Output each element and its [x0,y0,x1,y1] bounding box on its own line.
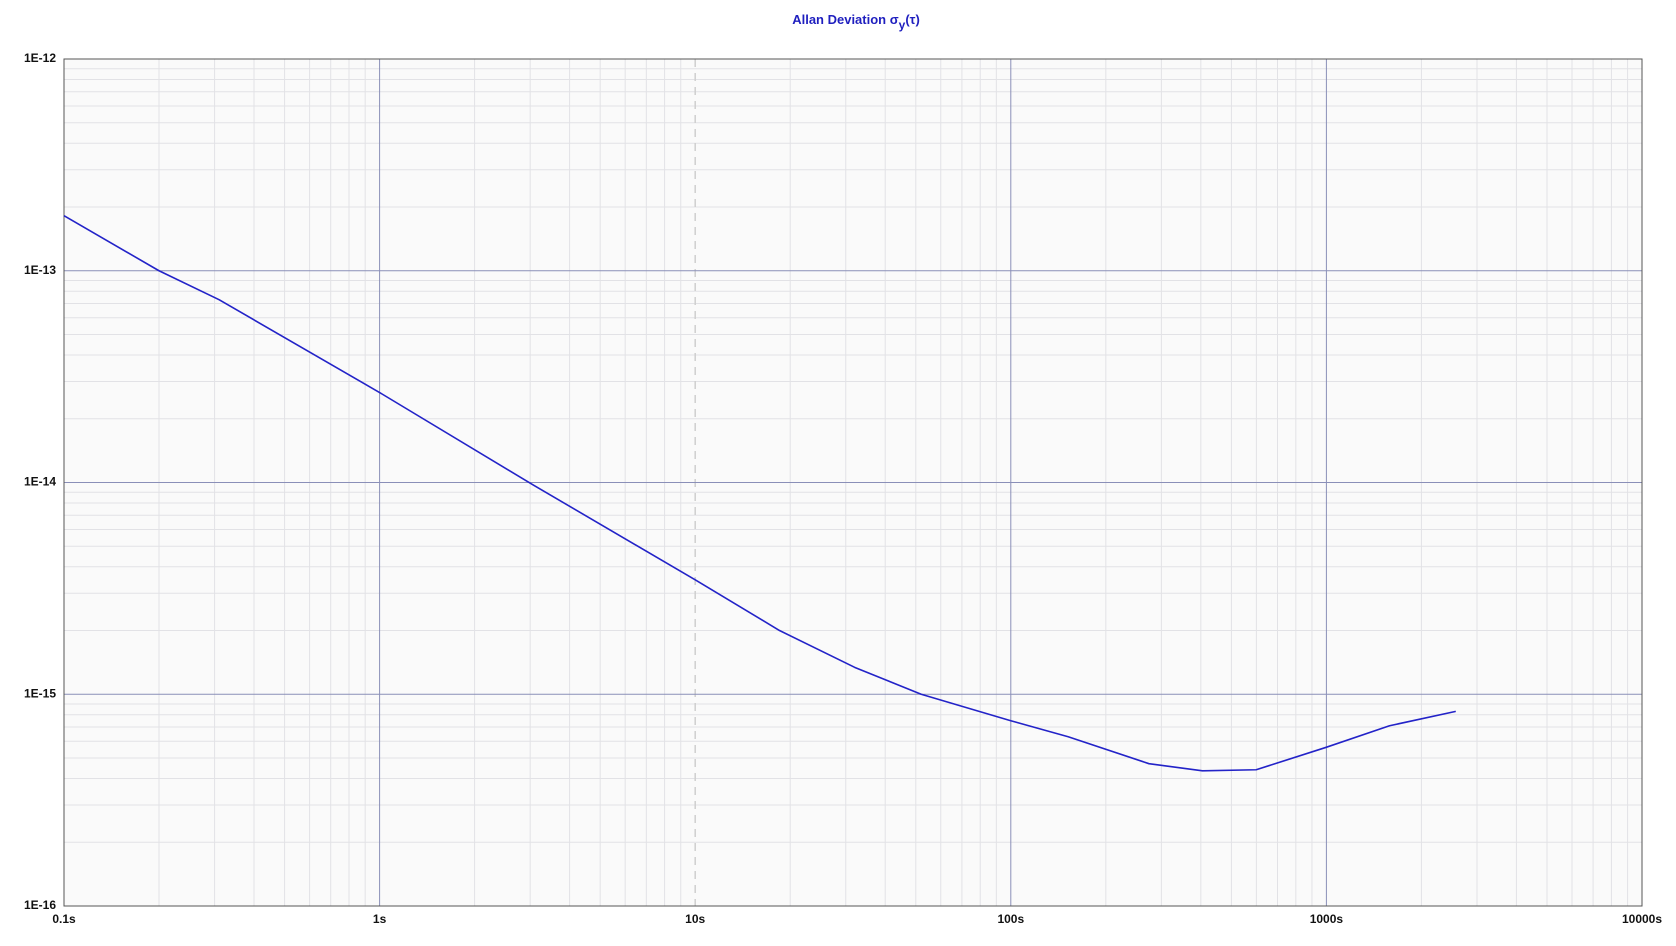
x-tick-label: 1s [373,912,387,926]
chart-title: Allan Deviation σy(τ) [792,12,920,32]
y-tick-label: 1E-15 [24,686,56,700]
title-main: Allan Deviation σ [792,12,899,27]
x-tick-label: 10s [685,912,705,926]
y-tick-label: 1E-12 [24,51,56,65]
x-tick-label: 0.1s [52,912,76,926]
y-tick-label: 1E-14 [24,475,56,489]
plot-frame [63,58,1643,907]
x-tick-label: 100s [997,912,1024,926]
y-tick-label: 1E-16 [24,898,56,912]
x-tick-label: 1000s [1310,912,1344,926]
title-suffix: (τ) [905,12,919,27]
data-line [63,214,1456,772]
title-subscript: y [899,18,906,32]
y-tick-label: 1E-13 [24,263,56,277]
x-tick-label: 10000s [1622,912,1662,926]
